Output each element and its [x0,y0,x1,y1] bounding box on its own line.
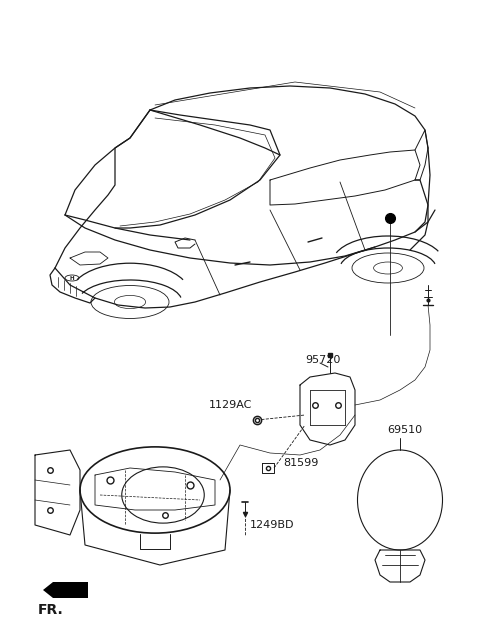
Text: H: H [70,276,74,281]
Text: FR.: FR. [38,603,64,617]
Polygon shape [43,582,88,598]
Text: 81599: 81599 [283,458,318,468]
Text: 1129AC: 1129AC [209,400,252,410]
Text: 95720: 95720 [305,355,340,365]
Text: 69510: 69510 [387,425,422,435]
Text: 1249BD: 1249BD [250,520,295,530]
